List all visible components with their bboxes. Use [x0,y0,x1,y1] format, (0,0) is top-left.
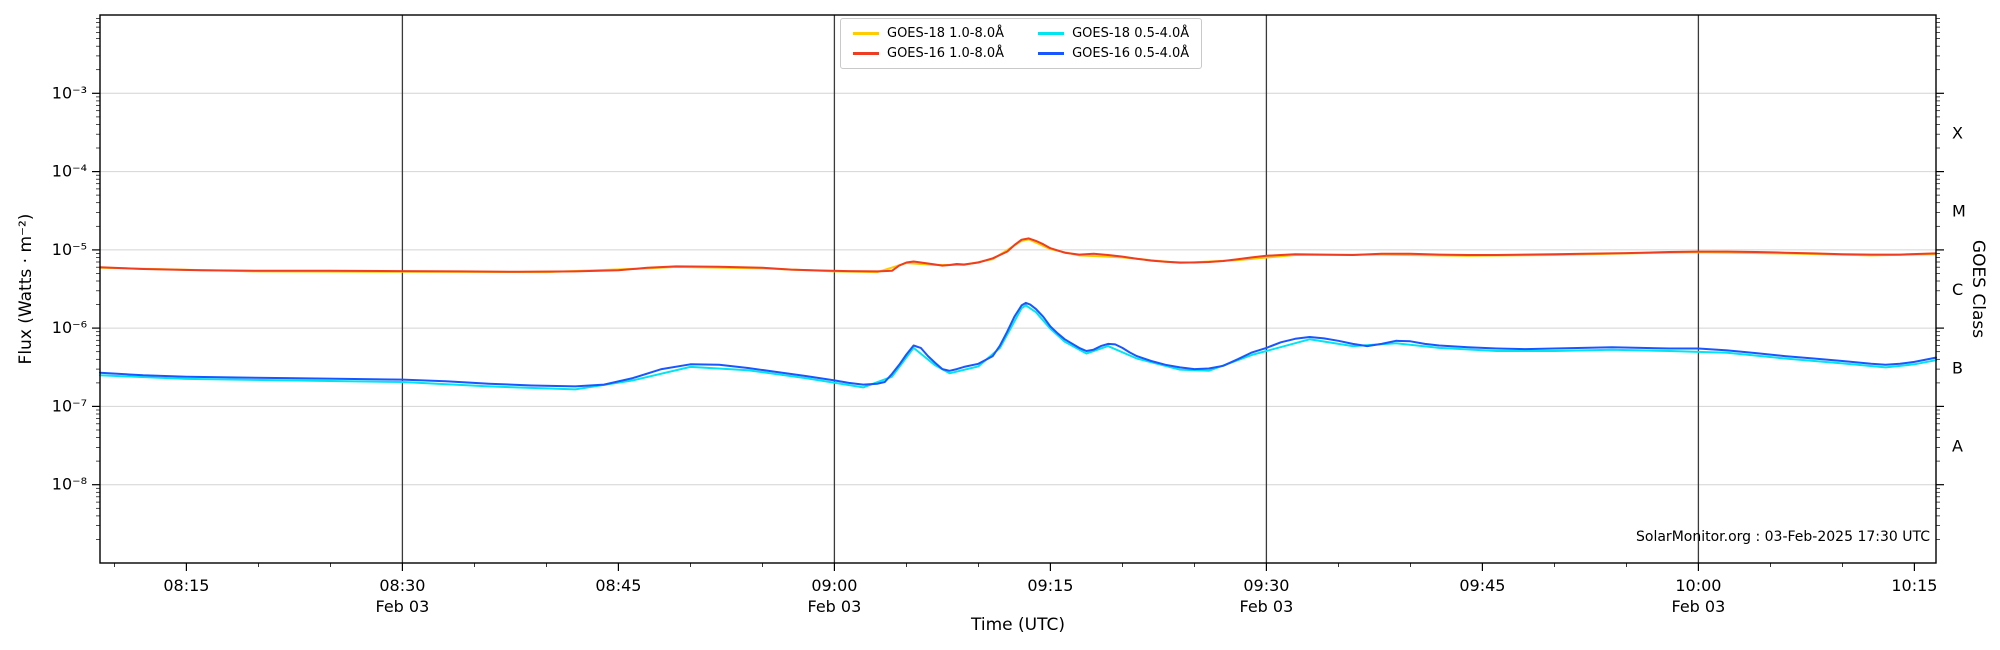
legend-line-swatch [1038,52,1065,55]
goes-class-letter: A [1952,437,1963,456]
x-tick-label: 09:00 [811,576,857,595]
legend-item: GOES-16 1.0-8.0Å [853,46,1004,61]
legend-label: GOES-16 0.5-4.0Å [1072,46,1190,61]
x-tick-label: 08:30 [379,576,425,595]
goes-class-letter: X [1952,123,1963,142]
x-tick-label: 10:15 [1891,576,1937,595]
series-line-GOES-18-0.5-4.0Å [99,304,1937,391]
y-tick-label: 10⁻⁵ [52,240,87,259]
x-tick-label: 10:00 [1675,576,1721,595]
watermark-text: SolarMonitor.org : 03-Feb-2025 17:30 UTC [1636,529,1930,545]
legend: GOES-18 1.0-8.0Å GOES-16 1.0-8.0Å GOES-18 … [840,18,1203,69]
legend-label: GOES-18 0.5-4.0Å [1072,26,1190,41]
y-tick-label: 10⁻⁶ [52,318,87,337]
legend-label: GOES-16 1.0-8.0Å [887,46,1005,61]
legend-item: GOES-18 1.0-8.0Å [853,26,1004,41]
y-tick-label: 10⁻⁷ [52,396,87,415]
y-tick-label: 10⁻⁴ [52,162,87,181]
x-axis-title: Time (UTC) [971,615,1065,635]
x-tick-label: 08:45 [595,576,641,595]
date-label: Feb 03 [1240,597,1294,616]
y-tick-label: 10⁻⁸ [52,475,87,494]
series-line-GOES-16-1.0-8.0Å [99,237,1937,273]
x-tick-label: 09:15 [1027,576,1073,595]
x-tick-label: 09:30 [1243,576,1289,595]
legend-line-swatch [1038,32,1065,35]
y-axis-title: Flux (Watts · m⁻²) [16,213,36,365]
series-line-GOES-18-1.0-8.0Å [99,238,1937,274]
date-label: Feb 03 [1672,597,1726,616]
goes-class-letter: B [1952,358,1963,377]
date-label: Feb 03 [808,597,862,616]
legend-item: GOES-18 0.5-4.0Å [1038,26,1189,41]
legend-line-swatch [853,32,879,35]
legend-line-swatch [853,52,879,55]
right-axis-title: GOES Class [1968,239,1988,339]
y-tick-label: 10⁻³ [52,83,87,102]
date-label: Feb 03 [376,597,430,616]
series-line-GOES-16-0.5-4.0Å [99,301,1937,388]
legend-label: GOES-18 1.0-8.0Å [887,26,1005,41]
plot-frame [99,14,1937,564]
goes-class-letter: C [1952,280,1963,299]
legend-item: GOES-16 0.5-4.0Å [1038,46,1189,61]
x-tick-label: 08:15 [163,576,209,595]
goes-class-letter: M [1952,202,1966,221]
x-tick-label: 09:45 [1459,576,1505,595]
